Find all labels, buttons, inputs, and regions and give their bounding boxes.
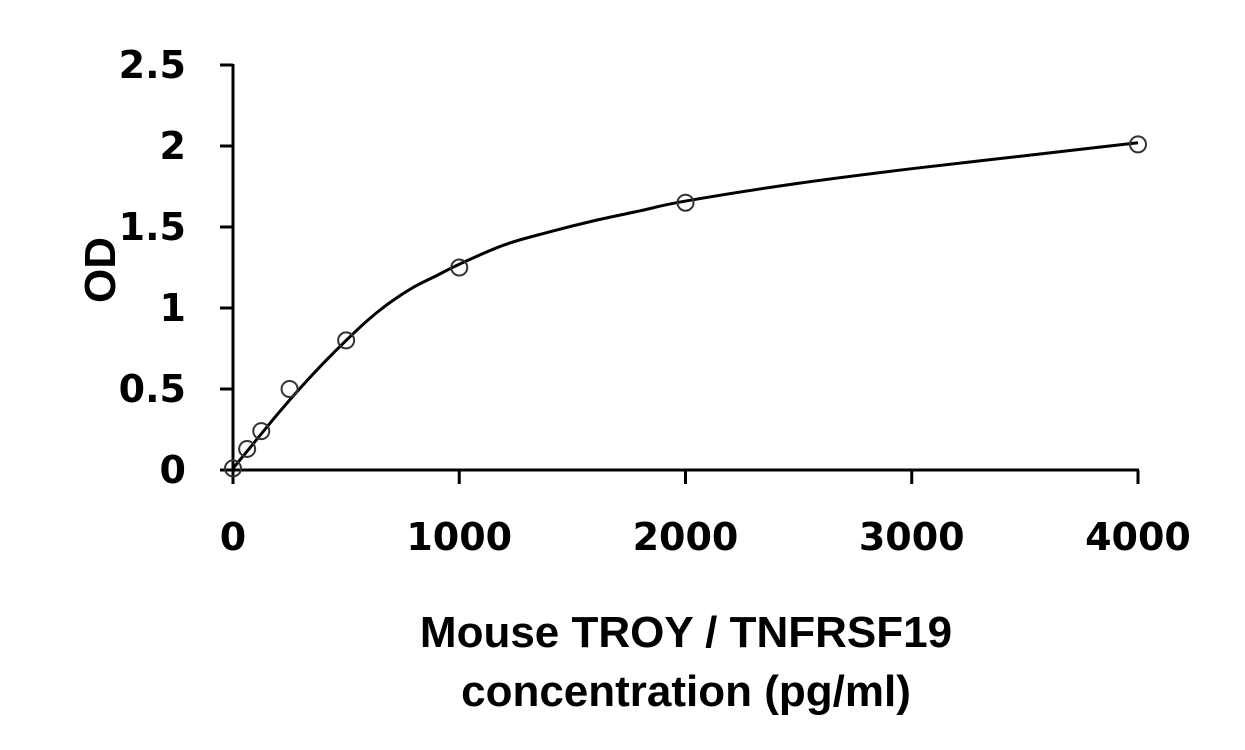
y-tick-label: 2: [160, 124, 186, 168]
y-tick-label: 1.5: [119, 205, 186, 249]
data-point: [238, 439, 257, 458]
y-axis-title: OD: [76, 237, 125, 303]
x-tick-label: 3000: [859, 515, 965, 559]
y-tick-label: 0.5: [119, 367, 186, 411]
axes: [220, 64, 1139, 472]
data-point: [252, 422, 271, 441]
data-points-layer: [224, 135, 1147, 478]
data-point: [280, 380, 299, 398]
x-tick-label: 2000: [633, 515, 739, 559]
x-axis-ticks: 0 1000 2000 3000 4000: [220, 470, 1191, 559]
x-tick-label: 4000: [1085, 515, 1191, 559]
y-axis-ticks: 0 0.5 1 1.5 2 2.5: [119, 43, 233, 492]
y-tick-label: 2.5: [119, 43, 186, 87]
fit-curve-layer: [231, 141, 1139, 470]
x-axis-title-line-1: Mouse TROY / TNFRSF19: [420, 608, 952, 657]
y-tick-label: 0: [160, 448, 186, 492]
data-point: [337, 331, 356, 350]
x-tick-label: 0: [220, 515, 246, 559]
x-axis-title-line-2: concentration (pg/ml): [461, 667, 911, 716]
y-tick-label: 1: [160, 286, 186, 330]
x-tick-label: 1000: [406, 515, 512, 559]
data-point: [450, 258, 469, 277]
data-point: [1129, 135, 1147, 154]
data-point: [224, 459, 242, 478]
data-point: [676, 193, 695, 212]
fit-curve-line: [231, 141, 1139, 470]
